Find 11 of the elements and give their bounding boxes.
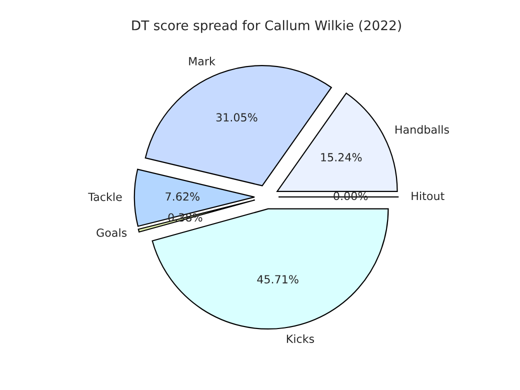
slice-label: Tackle	[88, 192, 122, 202]
data-label: 31.05%	[216, 113, 258, 122]
slice-label: Goals	[96, 228, 127, 237]
category-label: Hitout	[412, 192, 444, 200]
slice-label: Handballs	[396, 125, 449, 134]
slice-label: Kicks	[286, 334, 314, 344]
data-label: 45.71%	[257, 275, 298, 284]
data-label: 7.62%	[166, 192, 200, 201]
slice-label: Mark	[189, 56, 216, 66]
data-label: 15.24%	[321, 153, 362, 162]
chart-title: DT score spread for Callum Wilkie (2022)	[132, 20, 401, 33]
